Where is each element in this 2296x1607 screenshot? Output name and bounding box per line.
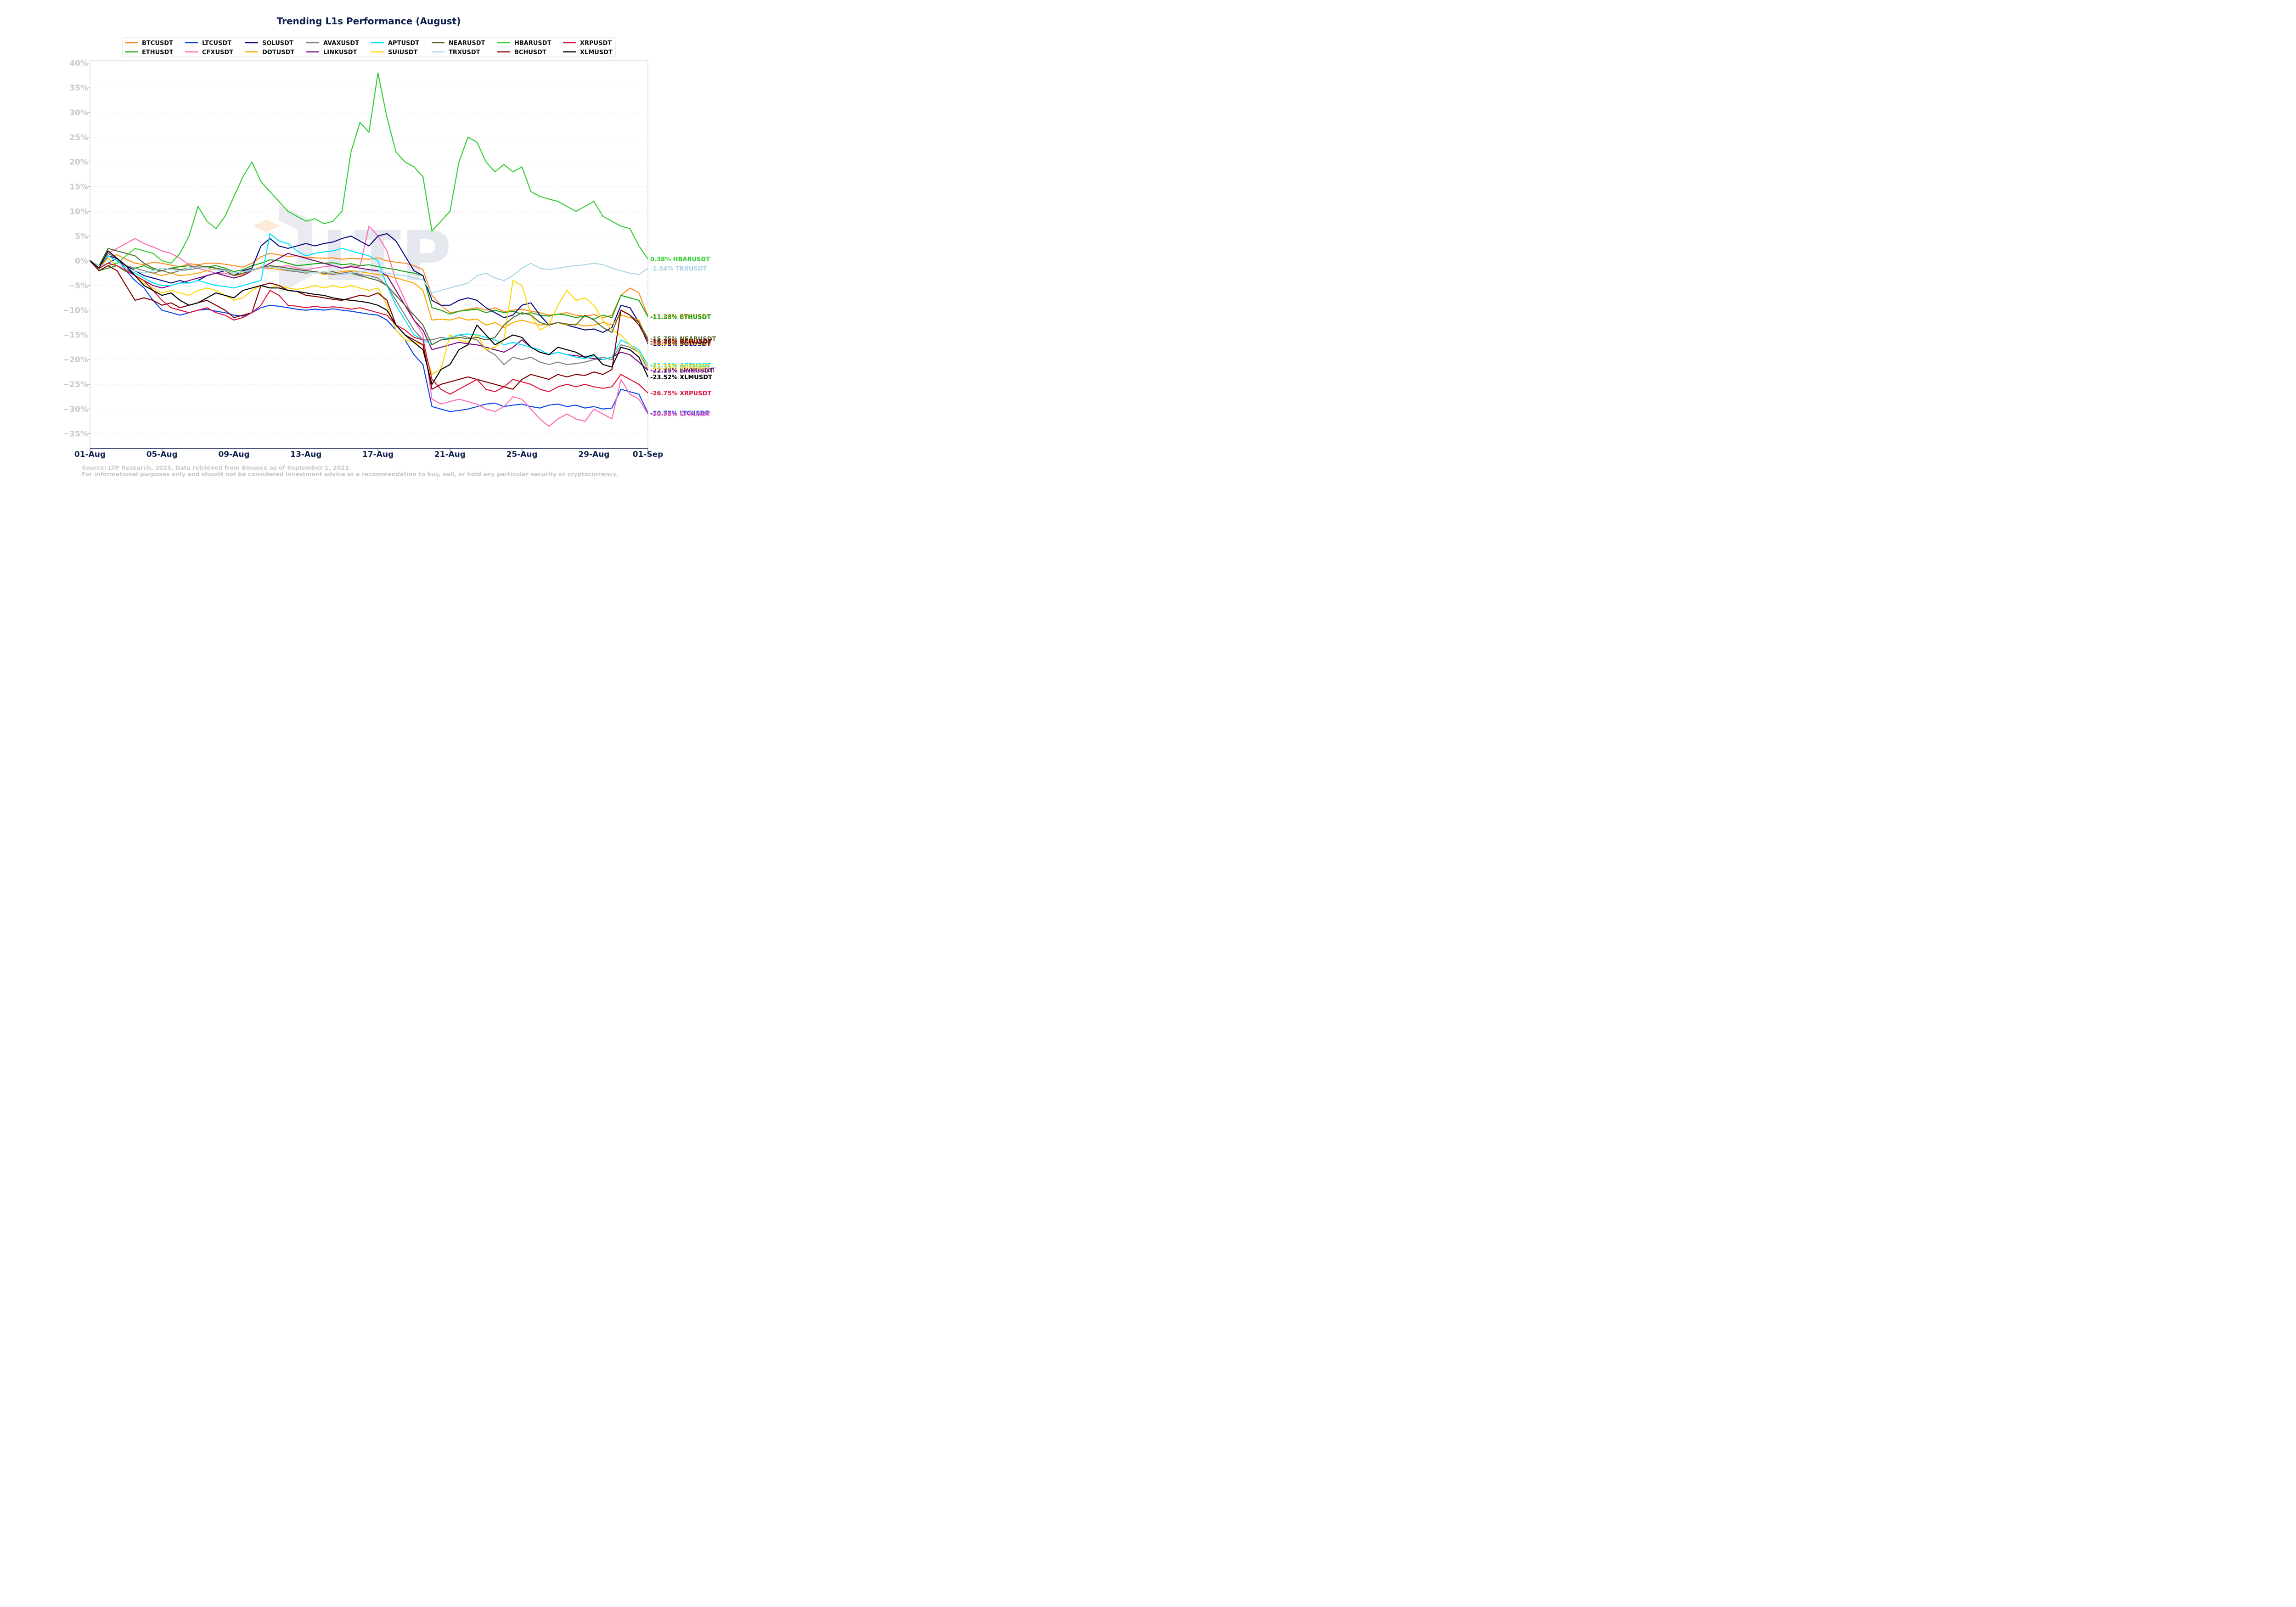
y-tick-label: −35% (63, 430, 88, 439)
line-chart: LTP Trending L1s Performance (August) BT… (63, 16, 716, 478)
legend: BTCUSDT ETHUSDT LTCUSDT CFXUSDT SOLUSDT DOTUS… (122, 37, 616, 57)
legend-item-xlmusdt: XLMUSDT (563, 49, 613, 56)
legend-item-avaxusdt: AVAXUSDT (306, 40, 359, 47)
y-tick-label: −15% (63, 331, 88, 340)
end-label-aptusdt: -21.11% APTUSDT (650, 362, 711, 369)
legend-label: SOLUSDT (262, 40, 293, 47)
legend-label: HBARUSDT (514, 40, 551, 47)
series-line-suiusdt (90, 258, 648, 375)
source-note: Source: LTP Research, 2023. Data retriev… (82, 464, 351, 471)
legend-label: AVAXUSDT (323, 40, 359, 47)
legend-item-xrpusdt: XRPUSDT (563, 40, 612, 47)
legend-label: NEARUSDT (449, 40, 485, 47)
end-label-xrpusdt: -26.75% XRPUSDT (650, 390, 711, 397)
legend-label: BCHUSDT (514, 49, 546, 56)
series-line-xlmusdt (90, 250, 649, 385)
end-label-linkusdt: -22.15% LINKUSDT (650, 367, 714, 374)
legend-item-cfxusdt: CFXUSDT (185, 49, 233, 56)
end-label-dotusdt: -16.55% DOTUSDT (650, 340, 712, 347)
legend-item-suiusdt: SUIUSDT (371, 49, 417, 56)
x-tick-label: 25-Aug (506, 450, 538, 459)
legend-item-ethusdt: ETHUSDT (125, 49, 173, 56)
y-tick-label: 20% (69, 158, 88, 167)
series-line-cfxusdt (90, 225, 648, 427)
legend-label: XRPUSDT (580, 40, 612, 47)
y-tick-label: 30% (69, 108, 88, 118)
x-tick-label: 09-Aug (218, 450, 249, 459)
series-line-trxusdt (90, 260, 648, 294)
end-label-btcusdt: -11.26% BTCUSDT (650, 314, 711, 320)
x-tick-label: 01-Sep (633, 450, 664, 459)
end-label-ltcusdt: -30.78% LTCUSDT (650, 410, 709, 417)
y-tick-label: 25% (69, 133, 88, 142)
legend-item-ltcusdt: LTCUSDT (185, 40, 231, 47)
legend-label: LINKUSDT (323, 49, 357, 56)
y-tick-label: 5% (75, 232, 88, 241)
y-tick-label: −30% (63, 405, 88, 414)
x-tick-label: 13-Aug (290, 450, 321, 459)
series-lines (90, 72, 649, 427)
end-label-cfxusdt: -30.98% CFXUSDT (650, 411, 711, 418)
series-line-ltcusdt (90, 258, 648, 413)
legend-item-bchusdt: BCHUSDT (497, 49, 546, 56)
end-label-xlmusdt: -23.52% XLMUSDT (650, 374, 712, 381)
chart-title: Trending L1s Performance (August) (277, 16, 461, 27)
axes: 40% 35% 30% 25% 20% 15% 10% 5% 0% −5% −10% −15% −20%… (63, 59, 663, 459)
legend-item-trxusdt: TRXUSDT (432, 49, 480, 56)
y-tick-label: 35% (69, 84, 88, 93)
legend-label: CFXUSDT (202, 49, 233, 56)
legend-item-btcusdt: BTCUSDT (125, 40, 173, 47)
end-label-bchusdt: -16.26% BCHUSDT (650, 338, 712, 345)
legend-item-dotusdt: DOTUSDT (245, 49, 294, 56)
legend-label: LTCUSDT (202, 40, 231, 47)
end-label-suiusdt: -21.35% SUIUSDT (650, 364, 709, 371)
y-tick-label: 10% (69, 207, 88, 216)
legend-label: SUIUSDT (388, 49, 417, 56)
legend-label: XLMUSDT (580, 49, 613, 56)
x-tick-label: 21-Aug (434, 450, 466, 459)
legend-item-aptusdt: APTUSDT (371, 40, 419, 47)
grid (90, 62, 648, 434)
end-label-avaxusdt: -22.09% AVAXUSDT (650, 367, 715, 374)
watermark-logo-accent (253, 219, 280, 232)
legend-label: DOTUSDT (262, 49, 294, 56)
y-tick-label: −5% (68, 281, 88, 291)
y-tick-label: −10% (63, 306, 88, 315)
y-tick-label: −25% (63, 380, 88, 389)
x-tick-label: 17-Aug (362, 450, 394, 459)
end-label-nearusdt: -15.75% NEARUSDT (650, 336, 716, 343)
y-tick-label: 15% (69, 182, 88, 191)
series-line-bchusdt (90, 260, 648, 390)
end-label-ethusdt: -11.33% ETHUSDT (650, 314, 711, 321)
x-tick-label: 01-Aug (74, 450, 106, 459)
legend-label: ETHUSDT (142, 49, 173, 56)
legend-label: APTUSDT (388, 40, 419, 47)
disclaimer-note: For informational purposes only and shou… (82, 471, 618, 478)
end-label-solusdt: -16.78% SOLUSDT (650, 341, 711, 348)
legend-label: TRXUSDT (449, 49, 480, 56)
end-label-trxusdt: -1.54% TRXUSDT (650, 266, 707, 273)
legend-item-hbarusdt: HBARUSDT (497, 40, 551, 47)
y-tick-label: 40% (69, 59, 88, 68)
end-label-hbarusdt: 0.38% HBARUSDT (650, 256, 710, 263)
legend-item-linkusdt: LINKUSDT (306, 49, 357, 56)
y-tick-label: −20% (63, 355, 88, 365)
series-line-hbarusdt (90, 72, 648, 271)
series-line-aptusdt (90, 233, 648, 365)
y-tick-label: 0% (75, 257, 88, 266)
legend-label: BTCUSDT (142, 40, 173, 47)
chart-container: LTP Trending L1s Performance (August) BT… (0, 0, 720, 505)
legend-item-solusdt: SOLUSDT (245, 40, 293, 47)
legend-item-nearusdt: NEARUSDT (432, 40, 485, 47)
end-labels: -11.26% BTCUSDT-11.33% ETHUSDT -30.78% LT… (650, 256, 716, 418)
series-line-ethusdt (90, 259, 648, 320)
x-tick-label: 29-Aug (578, 450, 609, 459)
series-line-nearusdt (90, 247, 648, 346)
series-line-xrpusdt (90, 260, 648, 395)
x-tick-label: 05-Aug (146, 450, 178, 459)
